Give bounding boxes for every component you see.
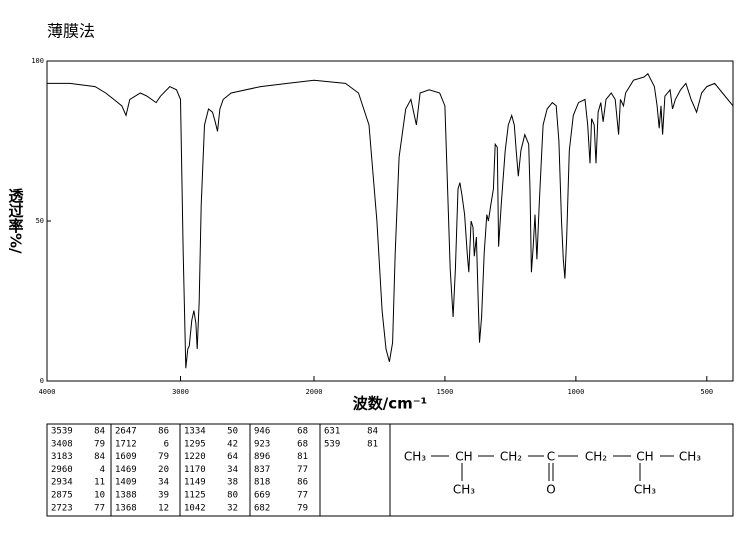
peak-wavenumber: 539	[324, 439, 340, 449]
x-tick-label: 4000	[39, 388, 56, 396]
x-axis-label: 波数/cm⁻¹	[353, 395, 428, 413]
x-tick-label: 3000	[172, 388, 189, 396]
peak-wavenumber: 1125	[184, 491, 206, 501]
peak-transmittance: 84	[94, 427, 105, 437]
peak-transmittance: 12	[158, 503, 169, 513]
peak-wavenumber: 1042	[184, 503, 206, 513]
peak-wavenumber: 1712	[115, 439, 137, 449]
peak-transmittance: 20	[158, 465, 169, 475]
peak-wavenumber: 3408	[51, 439, 73, 449]
peak-wavenumber: 1388	[115, 491, 137, 501]
peak-wavenumber: 1368	[115, 503, 137, 513]
peak-wavenumber: 1334	[184, 427, 206, 437]
x-tick-label: 1000	[567, 388, 584, 396]
peak-wavenumber: 1409	[115, 478, 137, 488]
peak-transmittance: 81	[367, 439, 378, 449]
peak-transmittance: 86	[297, 478, 308, 488]
chart-title: 薄膜法	[47, 22, 95, 41]
peak-wavenumber: 2723	[51, 503, 73, 513]
y-tick-label: 0	[40, 377, 44, 385]
peak-wavenumber: 3183	[51, 452, 73, 462]
atom-group: CH₃	[453, 483, 475, 497]
peak-transmittance: 38	[227, 478, 238, 488]
peak-transmittance: 32	[227, 503, 238, 513]
table-dividers	[110, 424, 391, 516]
peak-transmittance: 77	[297, 491, 308, 501]
peak-transmittance: 84	[94, 452, 105, 462]
atom-group: O	[546, 483, 555, 497]
atom-group: CH₂	[585, 450, 607, 464]
peak-transmittance: 39	[158, 491, 169, 501]
peak-transmittance: 86	[158, 427, 169, 437]
spectrum-line	[47, 73, 734, 369]
peak-wavenumber: 946	[254, 427, 270, 437]
y-tick-label: 100	[31, 57, 44, 65]
peak-transmittance: 34	[227, 465, 238, 475]
peak-transmittance: 64	[227, 452, 238, 462]
peak-transmittance: 81	[297, 452, 308, 462]
peak-wavenumber: 2875	[51, 491, 73, 501]
bonds	[431, 455, 674, 481]
peak-transmittance: 79	[158, 452, 169, 462]
peak-wavenumber: 1149	[184, 478, 206, 488]
peak-wavenumber: 682	[254, 503, 270, 513]
peak-wavenumber: 2647	[115, 427, 137, 437]
peak-wavenumber: 923	[254, 439, 270, 449]
peak-transmittance: 79	[297, 503, 308, 513]
peak-transmittance: 34	[158, 478, 169, 488]
peak-transmittance: 50	[227, 427, 238, 437]
peak-wavenumber: 631	[324, 427, 340, 437]
peak-wavenumber: 1170	[184, 465, 206, 475]
peak-wavenumber: 896	[254, 452, 270, 462]
peak-wavenumber: 837	[254, 465, 270, 475]
peak-transmittance: 68	[297, 439, 308, 449]
peak-wavenumber: 2934	[51, 478, 73, 488]
y-tick-label: 50	[36, 217, 44, 225]
peak-wavenumber: 1295	[184, 439, 206, 449]
atom-group: CH₃	[404, 450, 426, 464]
atom-group: CH₂	[500, 450, 522, 464]
peak-transmittance: 80	[227, 491, 238, 501]
x-tick-label: 1500	[437, 388, 454, 396]
atom-group: CH	[455, 450, 472, 464]
peak-transmittance: 68	[297, 427, 308, 437]
peak-wavenumber: 1220	[184, 452, 206, 462]
x-tick-label: 2000	[306, 388, 323, 396]
peak-transmittance: 77	[94, 503, 105, 513]
atom-group: CH₃	[679, 450, 701, 464]
peak-wavenumber: 2960	[51, 465, 73, 475]
peak-transmittance: 10	[94, 491, 105, 501]
peak-wavenumber: 3539	[51, 427, 73, 437]
y-axis-label: 透过率%/	[7, 188, 25, 254]
peak-wavenumber: 1469	[115, 465, 137, 475]
atom-group: CH₃	[634, 483, 656, 497]
peak-transmittance: 11	[94, 478, 105, 488]
atom-group: CH	[636, 450, 653, 464]
peak-transmittance: 84	[367, 427, 378, 437]
peak-wavenumber: 1609	[115, 452, 137, 462]
plot-frame	[46, 60, 734, 382]
peak-transmittance: 77	[297, 465, 308, 475]
peak-transmittance: 4	[100, 465, 105, 475]
x-tick-label: 500	[700, 388, 713, 396]
peak-transmittance: 79	[94, 439, 105, 449]
peak-wavenumber: 669	[254, 491, 270, 501]
peak-wavenumber: 818	[254, 478, 270, 488]
atom-group: C	[547, 450, 555, 464]
peak-transmittance: 6	[164, 439, 169, 449]
peak-transmittance: 42	[227, 439, 238, 449]
